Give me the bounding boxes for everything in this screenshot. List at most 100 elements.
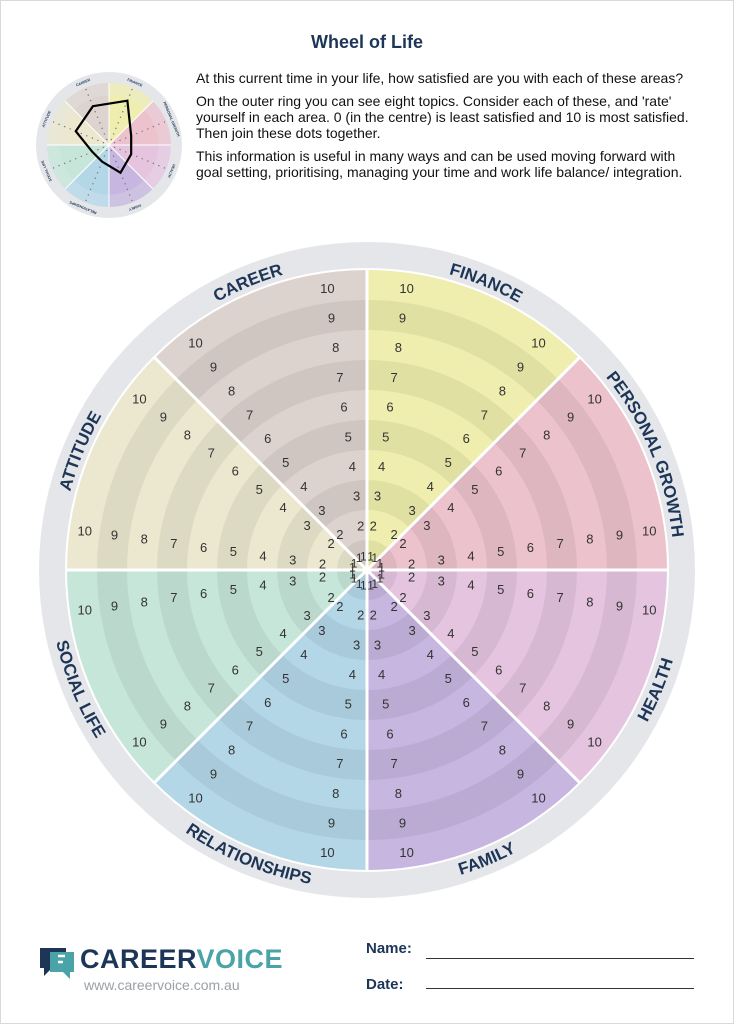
scale-number: 5 bbox=[445, 455, 452, 470]
thumb-dot bbox=[92, 183, 94, 185]
intro-paragraph-2: On the outer ring you can see eight topi… bbox=[196, 93, 689, 141]
thumb-dot bbox=[80, 155, 82, 158]
ring-shade bbox=[345, 540, 367, 570]
scale-number: 10 bbox=[399, 281, 413, 296]
ring-1[interactable] bbox=[367, 570, 397, 592]
thumb-dot bbox=[97, 148, 99, 151]
thumb-dot bbox=[119, 148, 121, 151]
spoke bbox=[152, 568, 369, 785]
scale-number: 7 bbox=[391, 756, 398, 771]
scale-number: 5 bbox=[382, 429, 389, 444]
careervoice-logo-icon bbox=[40, 948, 74, 979]
scale-number: 5 bbox=[471, 482, 478, 497]
scale-number: 6 bbox=[527, 586, 534, 601]
scale-number: 9 bbox=[328, 816, 335, 831]
thumb-dot bbox=[87, 194, 90, 196]
segment-career[interactable] bbox=[154, 270, 367, 570]
thumb-dot bbox=[97, 139, 99, 142]
segment-finance[interactable] bbox=[367, 270, 580, 570]
ring-1[interactable] bbox=[337, 548, 367, 570]
scale-number: 9 bbox=[160, 410, 167, 425]
ring-1[interactable] bbox=[367, 540, 389, 570]
segment-social-life[interactable] bbox=[67, 570, 367, 783]
thumb-dot bbox=[110, 149, 112, 152]
thumb-dot bbox=[113, 142, 116, 144]
scale-number: 4 bbox=[467, 548, 474, 563]
intro-text: At this current time in your life, how s… bbox=[196, 70, 696, 187]
scale-number: 1 bbox=[356, 551, 363, 565]
scale-number: 9 bbox=[111, 598, 118, 613]
thumb-dot bbox=[136, 132, 138, 135]
scale-number: 8 bbox=[184, 698, 191, 713]
ring-1[interactable] bbox=[367, 548, 397, 570]
spoke bbox=[365, 355, 582, 572]
thumb-dot bbox=[106, 149, 108, 152]
scale-number: 6 bbox=[232, 464, 239, 479]
scale-number: 10 bbox=[399, 845, 413, 860]
scale-number: 10 bbox=[78, 603, 92, 618]
scale-number: 10 bbox=[642, 523, 656, 538]
scale-number: 9 bbox=[210, 359, 217, 374]
thumb-label: FAMILY bbox=[128, 203, 142, 212]
scale-number: 10 bbox=[642, 603, 656, 618]
scale-number: 7 bbox=[391, 370, 398, 385]
scale-number: 9 bbox=[567, 410, 574, 425]
scale-number: 4 bbox=[447, 500, 454, 515]
ring-1[interactable] bbox=[345, 570, 367, 600]
scale-number: 1 bbox=[377, 556, 384, 570]
scale-number: 5 bbox=[230, 544, 237, 559]
name-field[interactable] bbox=[426, 958, 694, 959]
scale-number: 4 bbox=[300, 647, 307, 662]
scale-number: 1 bbox=[351, 556, 358, 570]
scale-number: 9 bbox=[616, 598, 623, 613]
ring-1[interactable] bbox=[345, 540, 367, 570]
scale-number: 5 bbox=[445, 671, 452, 686]
scale-number: 4 bbox=[467, 578, 474, 593]
thumb-dot bbox=[86, 153, 88, 155]
date-field[interactable] bbox=[426, 988, 694, 989]
thumb-dot bbox=[52, 167, 55, 169]
scale-number: 10 bbox=[587, 391, 601, 406]
ring-shade bbox=[367, 570, 389, 600]
scale-number: 8 bbox=[543, 698, 550, 713]
thumb-dot bbox=[99, 122, 101, 124]
segment-family[interactable] bbox=[367, 570, 580, 870]
scale-number: 7 bbox=[170, 590, 177, 605]
scale-number: 5 bbox=[230, 582, 237, 597]
scale-number: 6 bbox=[232, 662, 239, 677]
scale-number: 6 bbox=[200, 540, 207, 555]
thumb-dot bbox=[96, 116, 99, 118]
scale-number: 8 bbox=[586, 594, 593, 609]
thumb-dot bbox=[122, 111, 124, 113]
thumb-dot bbox=[112, 155, 115, 157]
scale-number: 1 bbox=[349, 560, 356, 574]
segment-relationships[interactable] bbox=[154, 570, 367, 870]
scale-number: 10 bbox=[188, 335, 202, 350]
scale-number: 3 bbox=[409, 503, 416, 518]
scale-number: 9 bbox=[517, 767, 524, 782]
spoke bbox=[365, 568, 582, 785]
scale-number: 7 bbox=[556, 590, 563, 605]
scale-number: 8 bbox=[395, 786, 402, 801]
scale-number: 4 bbox=[259, 578, 266, 593]
scale-number: 3 bbox=[318, 503, 325, 518]
scale-number: 3 bbox=[409, 623, 416, 638]
scale-number: 7 bbox=[519, 446, 526, 461]
segment-personal-growth[interactable] bbox=[367, 357, 667, 570]
thumb-dot bbox=[117, 122, 119, 124]
thumb-dot bbox=[147, 128, 149, 130]
scale-number: 2 bbox=[336, 599, 343, 614]
thumb-dot bbox=[136, 155, 138, 158]
scale-number: 10 bbox=[78, 523, 92, 538]
scale-number: 2 bbox=[327, 590, 334, 605]
brand-wordmark: CAREERVOICE bbox=[80, 944, 283, 975]
thumb-dot bbox=[89, 99, 92, 102]
ring-1[interactable] bbox=[367, 570, 389, 600]
ring-1[interactable] bbox=[337, 570, 367, 592]
scale-number: 2 bbox=[327, 536, 334, 551]
segment-health[interactable] bbox=[367, 570, 667, 783]
segment-attitude[interactable] bbox=[67, 357, 367, 570]
scale-number: 3 bbox=[289, 573, 296, 588]
